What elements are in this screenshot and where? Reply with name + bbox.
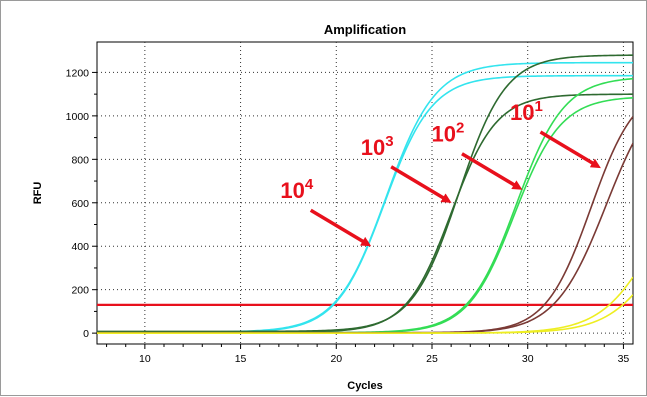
annotation-label-2: 103 [361, 133, 394, 160]
plot-area [96, 41, 634, 345]
series-line-10 [97, 294, 633, 334]
annotation-label-1: 104 [280, 176, 313, 203]
axis-ticks: 10 15 20 25 30 35 0 200 400 600 800 1000 1200 [66, 67, 630, 365]
y-tick-label: 800 [71, 154, 89, 166]
x-axis-label: Cycles [347, 380, 382, 392]
y-tick-label: 0 [83, 328, 89, 340]
annotation-arrow-3 [461, 152, 523, 190]
y-tick-label: 400 [71, 241, 89, 253]
x-tick-label: 35 [618, 353, 630, 365]
x-tick-label: 25 [426, 353, 438, 365]
chart-title: Amplification [324, 22, 406, 37]
dilution-annotations: 104 103 102 101 [280, 98, 601, 247]
x-tick-label: 15 [235, 353, 247, 365]
amplification-curves [97, 54, 633, 334]
y-tick-label: 200 [71, 285, 89, 297]
annotation-label-4: 101 [510, 98, 543, 125]
y-tick-label: 1200 [66, 67, 90, 79]
y-tick-label: 1000 [66, 111, 90, 123]
x-tick-label: 20 [330, 353, 342, 365]
annotation-arrow-1 [309, 208, 372, 247]
annotation-label-3: 102 [432, 120, 465, 147]
y-tick-label: 600 [71, 198, 89, 210]
y-axis-label: RFU [32, 182, 44, 205]
x-tick-label: 30 [522, 353, 534, 365]
annotation-arrow-4 [539, 130, 601, 169]
annotation-arrow-2 [390, 165, 452, 203]
x-tick-label: 10 [139, 353, 151, 365]
